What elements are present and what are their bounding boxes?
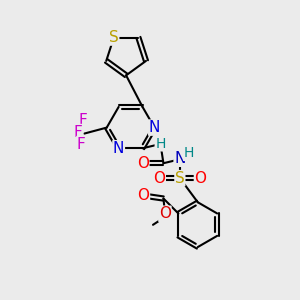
- Text: O: O: [137, 188, 149, 203]
- Text: N: N: [113, 141, 124, 156]
- Text: F: F: [78, 112, 87, 128]
- Text: F: F: [74, 124, 83, 140]
- Text: S: S: [109, 30, 119, 45]
- Text: O: O: [153, 171, 165, 186]
- Text: S: S: [175, 171, 185, 186]
- Text: F: F: [77, 136, 86, 152]
- Text: N: N: [174, 151, 185, 166]
- Text: O: O: [137, 156, 149, 171]
- Text: H: H: [155, 137, 166, 151]
- Text: N: N: [149, 120, 160, 135]
- Text: O: O: [194, 171, 206, 186]
- Text: H: H: [184, 146, 194, 161]
- Text: O: O: [159, 206, 171, 221]
